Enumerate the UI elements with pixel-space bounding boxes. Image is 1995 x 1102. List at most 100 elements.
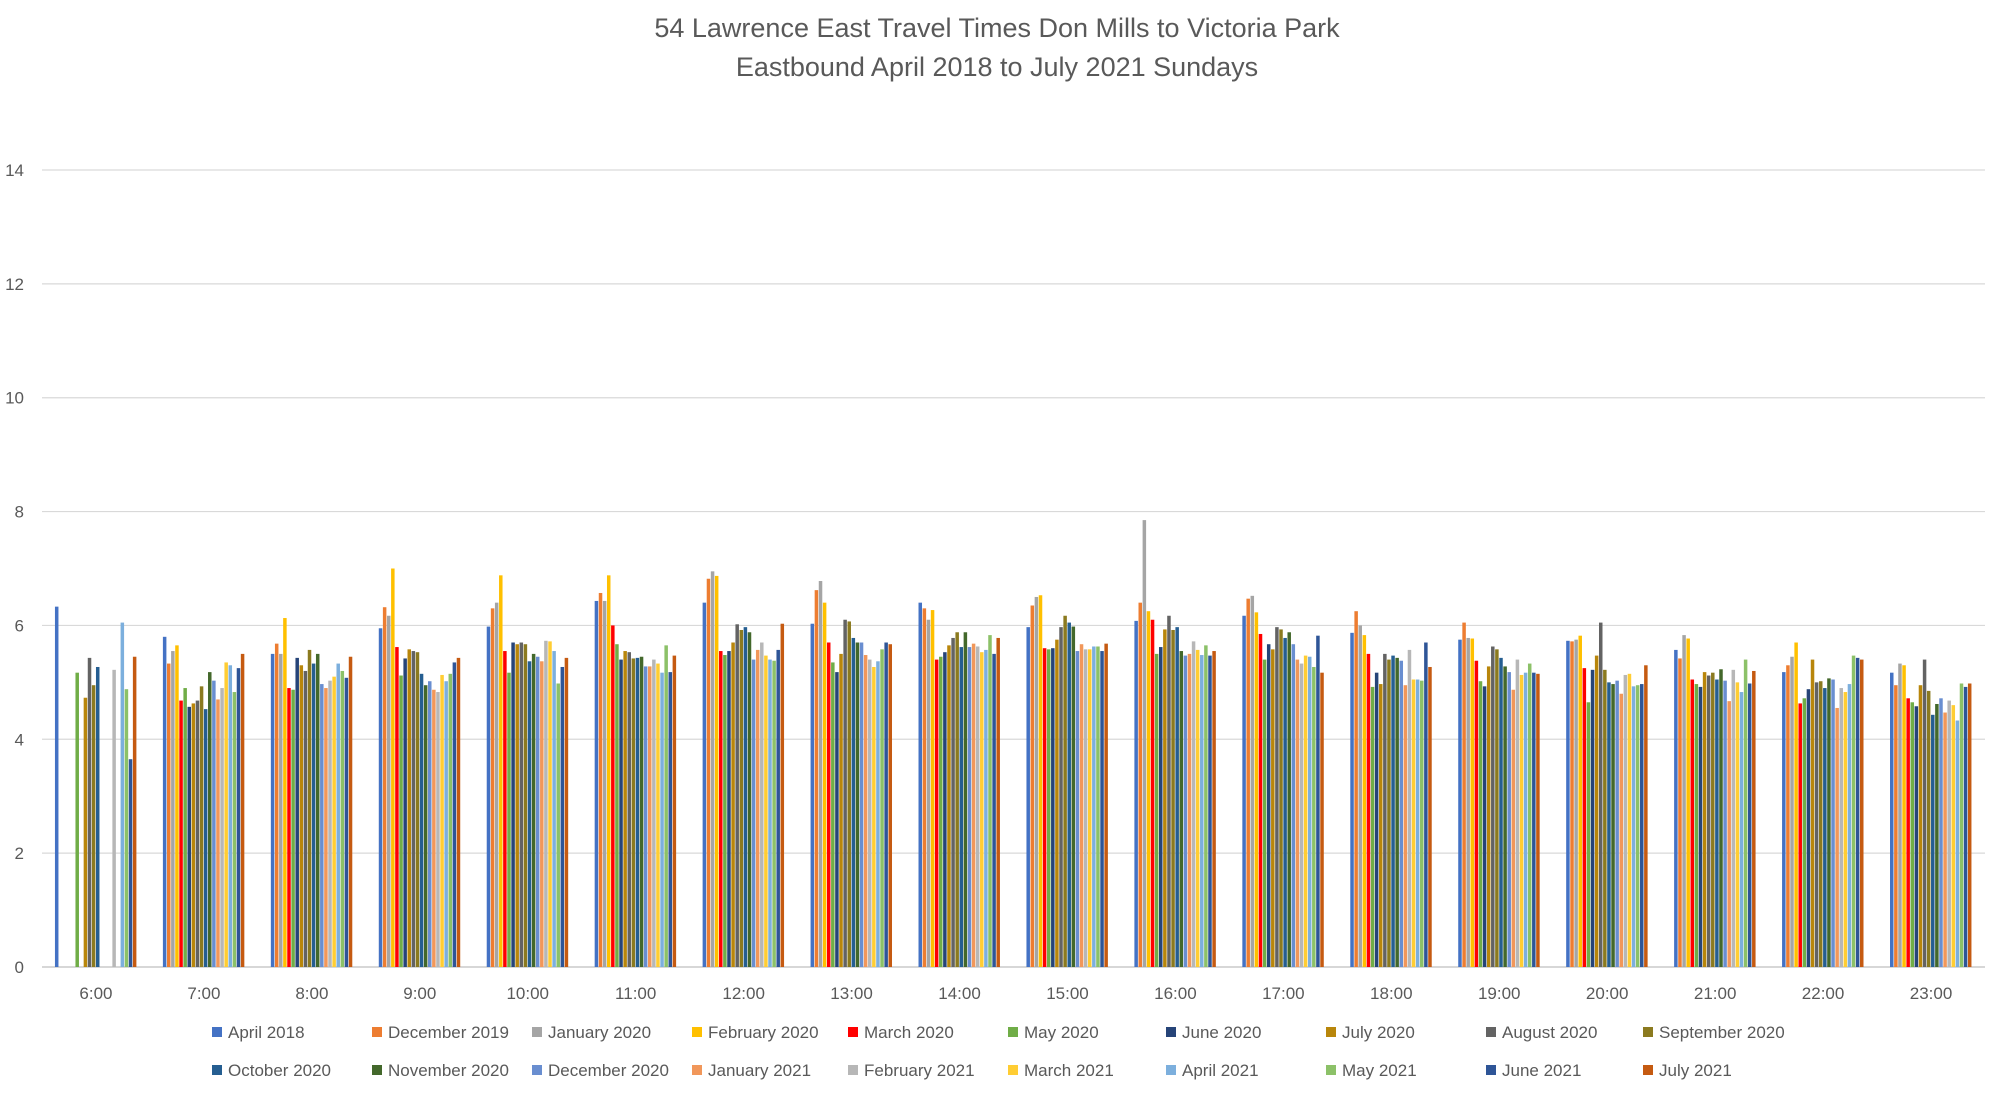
bar [1782, 672, 1786, 967]
bar [328, 680, 332, 967]
bar [75, 672, 79, 967]
bar [162, 636, 167, 967]
bar [295, 657, 299, 967]
bar [344, 677, 349, 967]
bar [1570, 641, 1574, 967]
bar [407, 649, 412, 967]
legend-item: February 2021 [848, 1061, 975, 1080]
x-tick-label: 14:00 [938, 984, 981, 1003]
bar [1486, 666, 1491, 967]
bar [1395, 657, 1399, 967]
bar [1619, 693, 1624, 967]
legend-swatch [212, 1027, 222, 1037]
bar [1478, 681, 1483, 967]
bar [1582, 668, 1587, 967]
bar [1719, 669, 1723, 967]
legend-swatch [532, 1065, 542, 1075]
bar [311, 663, 316, 967]
bar [216, 699, 220, 967]
bar [1922, 659, 1927, 967]
bar [1747, 683, 1752, 967]
bar [1374, 672, 1379, 967]
bar [851, 637, 856, 967]
bar [1615, 680, 1619, 967]
bar [1574, 639, 1578, 967]
bar [1578, 635, 1582, 967]
bar [83, 697, 88, 967]
bars [54, 520, 1972, 967]
legend-swatch [692, 1065, 702, 1075]
bar [1851, 655, 1856, 967]
x-tick-label: 12:00 [722, 984, 765, 1003]
legend-item: July 2020 [1326, 1023, 1415, 1042]
bar [1411, 679, 1416, 967]
x-tick-label: 13:00 [830, 984, 873, 1003]
chart-subtitle: Eastbound April 2018 to July 2021 Sunday… [736, 52, 1258, 82]
bar [1100, 651, 1104, 967]
bar [1914, 706, 1919, 967]
bar [1104, 643, 1108, 967]
bar [1943, 712, 1947, 967]
x-tick-label: 11:00 [615, 984, 656, 1003]
chart-title: 54 Lawrence East Travel Times Don Mills … [654, 13, 1340, 43]
legend-label: March 2020 [864, 1023, 954, 1042]
bar [1370, 686, 1375, 967]
bar [1635, 685, 1640, 967]
legend-item: December 2020 [532, 1061, 669, 1080]
bar [1735, 682, 1740, 967]
bar [751, 659, 756, 967]
bar [523, 644, 528, 967]
bar [1358, 625, 1362, 967]
bar [930, 610, 935, 967]
bar [1603, 669, 1607, 967]
legend-item: February 2020 [692, 1023, 819, 1042]
bar [1291, 644, 1296, 967]
bar [1163, 629, 1167, 967]
bar [303, 670, 308, 967]
bar [1159, 647, 1163, 967]
legend-item: May 2021 [1326, 1061, 1417, 1080]
bar [1827, 678, 1831, 967]
legend-label: March 2021 [1024, 1061, 1114, 1080]
bar [382, 607, 387, 967]
x-tick-label: 23:00 [1910, 984, 1953, 1003]
bar [1378, 684, 1383, 967]
legend-label: April 2018 [228, 1023, 305, 1042]
bar [1947, 700, 1951, 967]
bar [1906, 698, 1910, 967]
legend-swatch [1643, 1027, 1653, 1037]
legend-swatch [1326, 1027, 1336, 1037]
bar [540, 661, 544, 967]
bar [822, 602, 827, 967]
bar [1519, 674, 1524, 967]
bar [1283, 637, 1287, 967]
bar [606, 575, 611, 967]
bar [1179, 651, 1184, 967]
bar [232, 692, 237, 967]
y-tick-label: 12 [5, 275, 24, 294]
bar [1424, 642, 1428, 967]
bar [814, 590, 819, 967]
bar [639, 656, 644, 967]
bar [91, 685, 96, 967]
bar [1167, 615, 1171, 967]
bar [598, 592, 603, 967]
legend-swatch [1166, 1065, 1176, 1075]
bar [1087, 649, 1092, 967]
bar [755, 649, 760, 967]
bar [1034, 596, 1039, 967]
bar [270, 653, 275, 967]
bar [1527, 663, 1532, 967]
bar [1890, 672, 1894, 967]
legend-swatch [1326, 1065, 1336, 1075]
bar [1195, 649, 1200, 967]
bar [826, 642, 831, 967]
bar [1835, 707, 1839, 967]
bar [714, 575, 719, 967]
bar [1806, 689, 1811, 967]
bar [560, 666, 565, 967]
bar [1590, 669, 1595, 967]
bar [54, 606, 59, 967]
x-tick-label: 7:00 [187, 984, 220, 1003]
bar [220, 688, 224, 967]
